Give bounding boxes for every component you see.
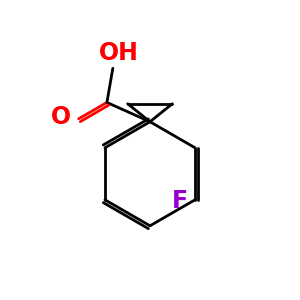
Text: OH: OH [99, 41, 139, 65]
Text: O: O [51, 105, 71, 129]
Text: F: F [172, 189, 188, 213]
